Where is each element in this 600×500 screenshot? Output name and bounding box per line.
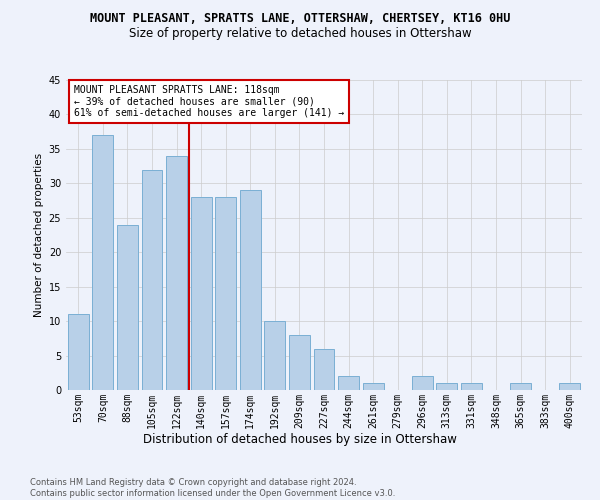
Bar: [166, 156, 187, 390]
Bar: [240, 190, 261, 390]
Bar: [215, 197, 236, 390]
Bar: [461, 383, 482, 390]
Text: Contains HM Land Registry data © Crown copyright and database right 2024.
Contai: Contains HM Land Registry data © Crown c…: [30, 478, 395, 498]
Bar: [559, 383, 580, 390]
Bar: [289, 335, 310, 390]
Text: Distribution of detached houses by size in Ottershaw: Distribution of detached houses by size …: [143, 432, 457, 446]
Text: MOUNT PLEASANT SPRATTS LANE: 118sqm
← 39% of detached houses are smaller (90)
61: MOUNT PLEASANT SPRATTS LANE: 118sqm ← 39…: [74, 84, 344, 118]
Y-axis label: Number of detached properties: Number of detached properties: [34, 153, 44, 317]
Bar: [68, 314, 89, 390]
Bar: [362, 383, 383, 390]
Bar: [314, 348, 334, 390]
Bar: [191, 197, 212, 390]
Bar: [142, 170, 163, 390]
Bar: [412, 376, 433, 390]
Bar: [338, 376, 359, 390]
Bar: [510, 383, 531, 390]
Text: Size of property relative to detached houses in Ottershaw: Size of property relative to detached ho…: [128, 28, 472, 40]
Bar: [436, 383, 457, 390]
Bar: [117, 224, 138, 390]
Text: MOUNT PLEASANT, SPRATTS LANE, OTTERSHAW, CHERTSEY, KT16 0HU: MOUNT PLEASANT, SPRATTS LANE, OTTERSHAW,…: [90, 12, 510, 26]
Bar: [92, 135, 113, 390]
Bar: [265, 321, 286, 390]
